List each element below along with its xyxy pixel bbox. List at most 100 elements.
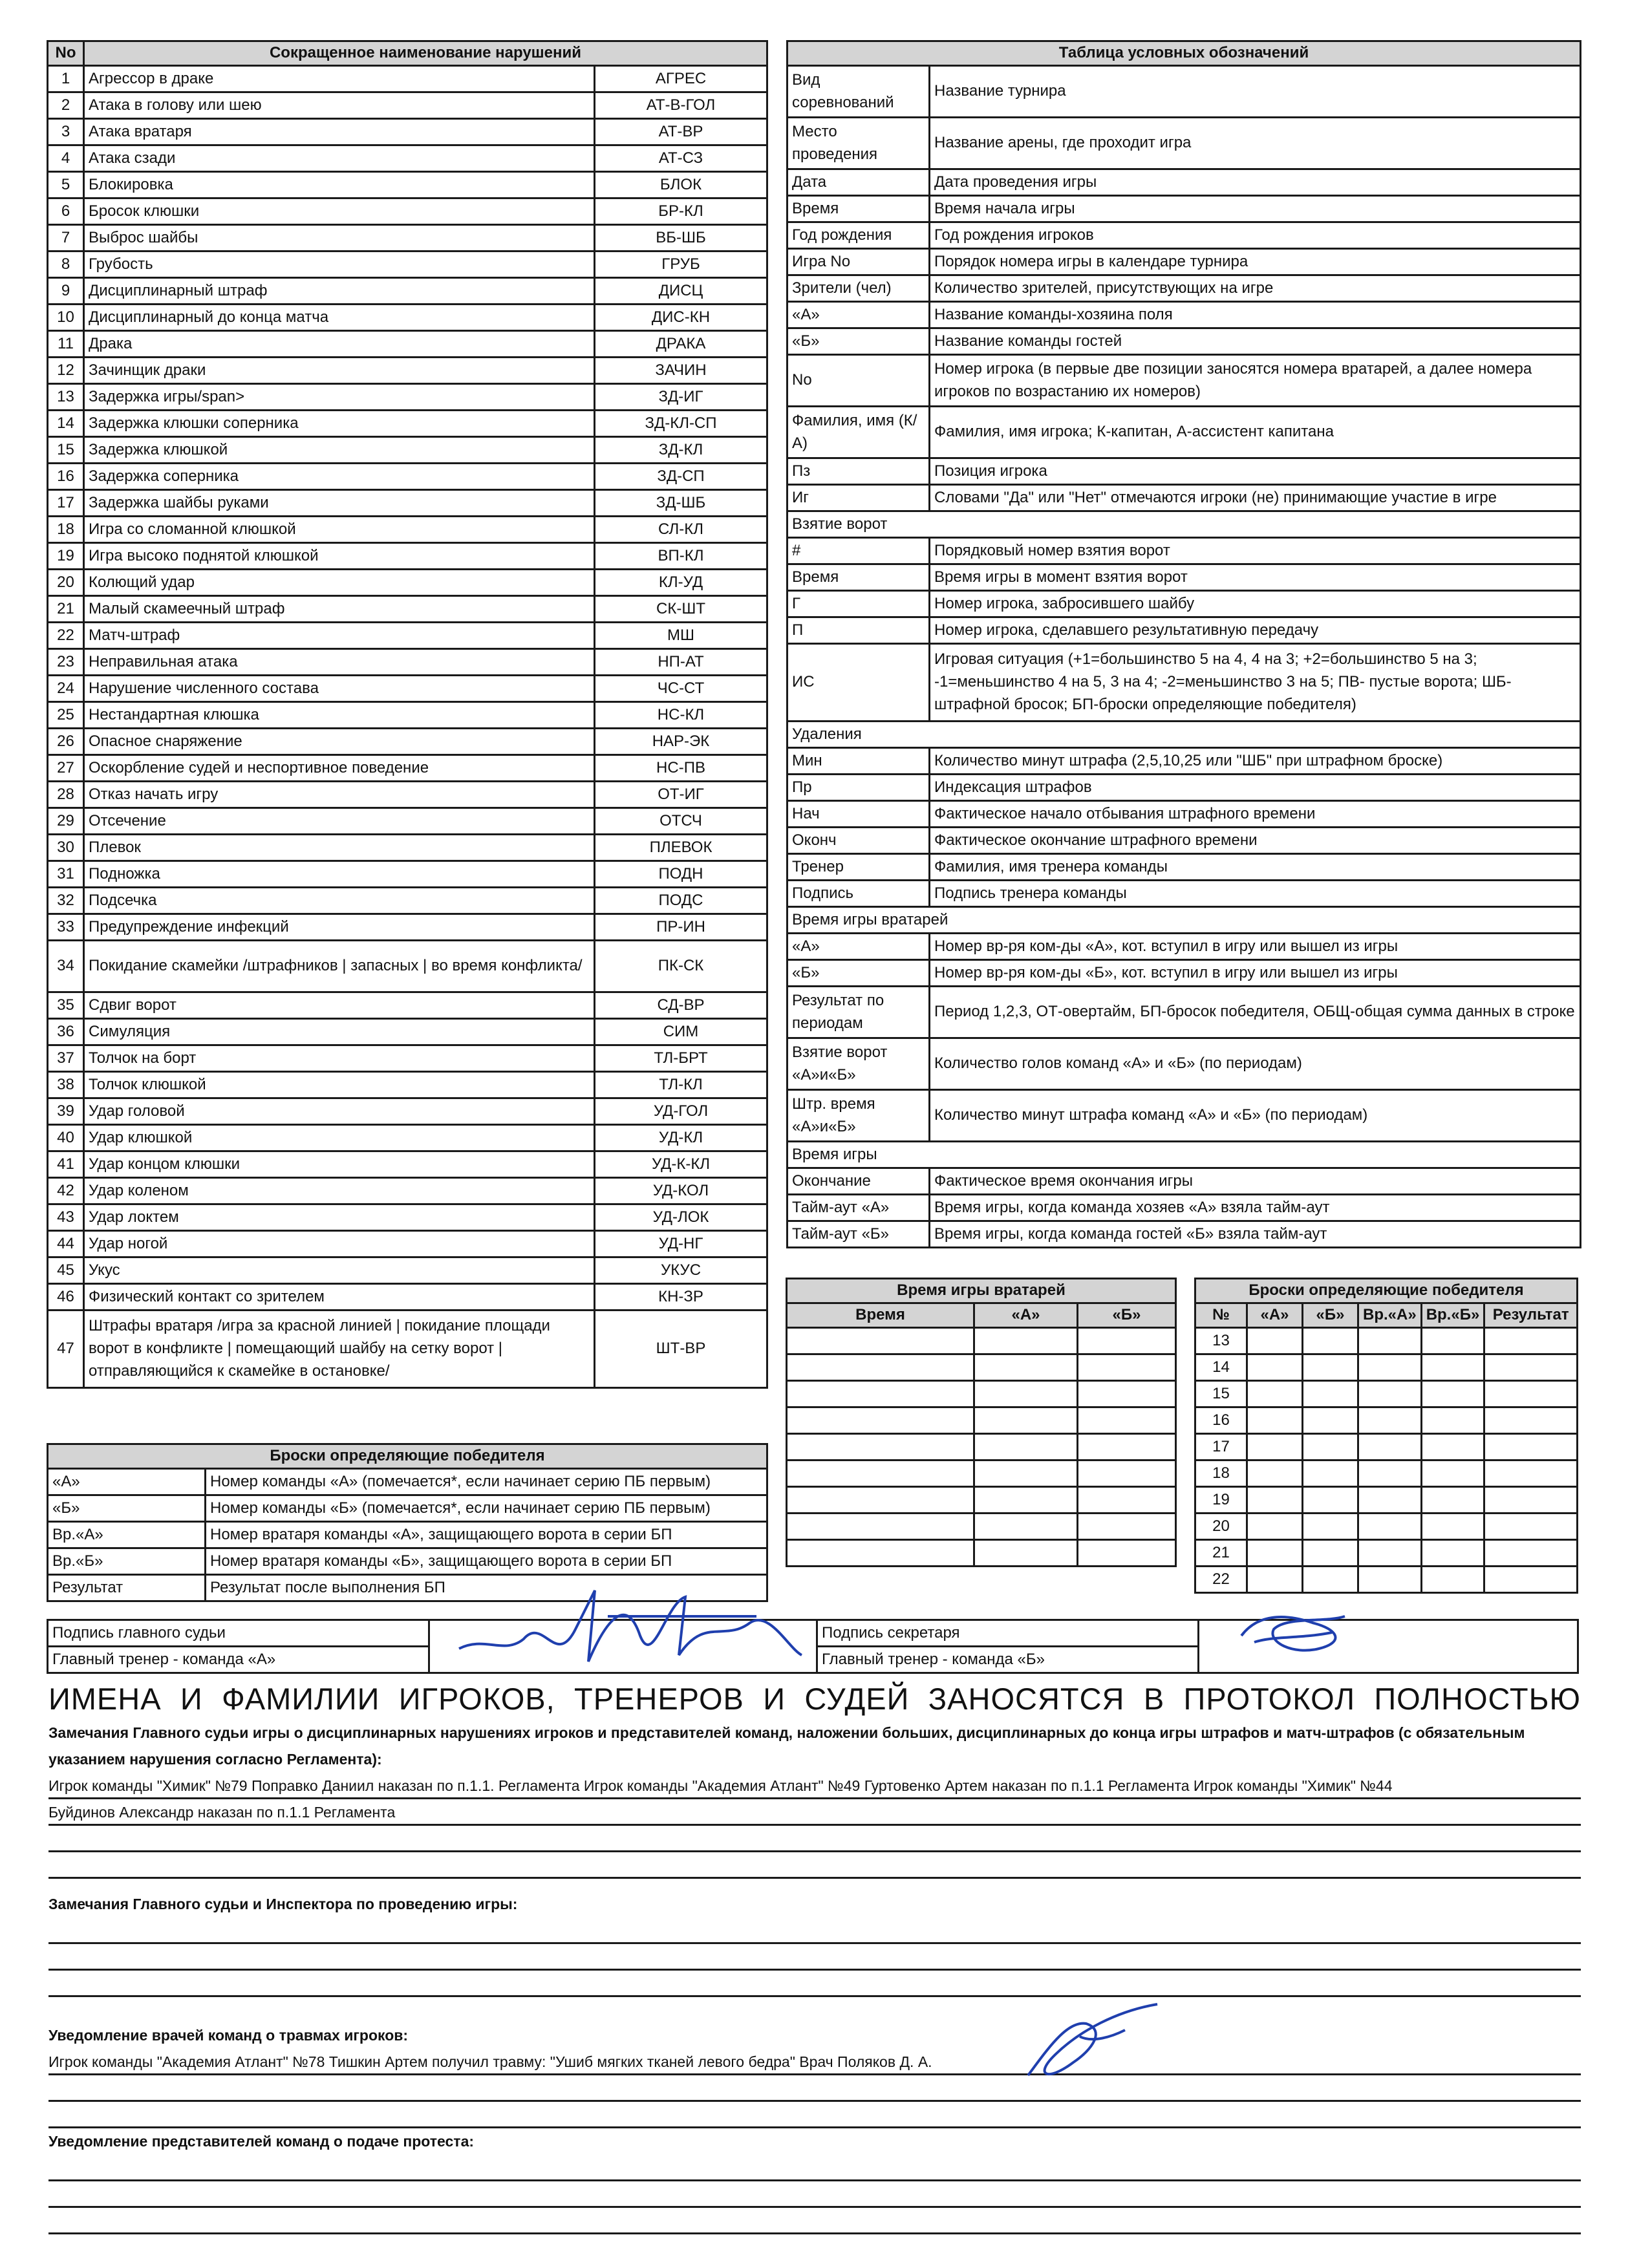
remark-line[interactable]: Игрок команды "Химик" №79 Поправко Дании…	[48, 1773, 1581, 1799]
shootout-cell[interactable]	[1246, 1539, 1303, 1567]
shootout-cell[interactable]	[1357, 1327, 1422, 1355]
shootout-cell[interactable]	[1420, 1512, 1486, 1541]
shootout-cell[interactable]	[1357, 1353, 1422, 1382]
shootout-cell[interactable]	[1483, 1459, 1578, 1488]
goalie-time-cell[interactable]	[786, 1486, 975, 1514]
shootout-legend-key: Вр.«Б»	[47, 1547, 206, 1576]
shootout-cell[interactable]	[1246, 1565, 1303, 1594]
remark-line[interactable]	[48, 1826, 1581, 1852]
shootout-cell[interactable]	[1483, 1539, 1578, 1567]
shootout-cell[interactable]	[1246, 1433, 1303, 1461]
shootout-cell[interactable]	[1483, 1327, 1578, 1355]
remark-line[interactable]	[48, 2075, 1581, 2102]
goalie-time-cell[interactable]	[786, 1406, 975, 1435]
shootout-cell[interactable]	[1357, 1512, 1422, 1541]
remark-line[interactable]	[48, 1918, 1581, 1944]
remark-line[interactable]	[48, 2208, 1581, 2234]
remark-line[interactable]	[48, 1944, 1581, 1971]
goalie-time-cell[interactable]	[973, 1512, 1078, 1541]
goalie-time-cell[interactable]	[1077, 1327, 1177, 1355]
goalie-time-cell[interactable]	[973, 1406, 1078, 1435]
goalie-time-cell[interactable]	[1077, 1539, 1177, 1567]
shootout-cell[interactable]	[1483, 1512, 1578, 1541]
secretary-signature[interactable]	[1197, 1619, 1579, 1674]
goalie-time-cell[interactable]	[786, 1539, 975, 1567]
shootout-cell[interactable]	[1302, 1512, 1359, 1541]
shootout-cell[interactable]	[1420, 1406, 1486, 1435]
shootout-cell[interactable]	[1357, 1380, 1422, 1408]
remark-line[interactable]: Игрок команды "Академия Атлант" №78 Тишк…	[48, 2049, 1581, 2075]
goalie-time-cell[interactable]	[786, 1353, 975, 1382]
shootout-cell[interactable]	[1357, 1433, 1422, 1461]
goalie-time-cell[interactable]	[1077, 1433, 1177, 1461]
violation-row: 6 Бросок клюшки БР-КЛ	[47, 197, 768, 226]
shootout-cell[interactable]	[1357, 1565, 1422, 1594]
remark-line[interactable]	[48, 1971, 1581, 1997]
shootout-cell[interactable]	[1357, 1406, 1422, 1435]
violation-number: 4	[47, 144, 85, 173]
goalie-time-cell[interactable]	[973, 1433, 1078, 1461]
shootout-cell[interactable]	[1483, 1486, 1578, 1514]
shootout-cell[interactable]	[1246, 1380, 1303, 1408]
shootout-cell[interactable]	[1246, 1406, 1303, 1435]
goalie-time-cell[interactable]	[1077, 1512, 1177, 1541]
goalie-time-cell[interactable]	[973, 1380, 1078, 1408]
goalie-time-cell[interactable]	[973, 1486, 1078, 1514]
shootout-cell[interactable]	[1302, 1380, 1359, 1408]
goalie-time-cell[interactable]	[786, 1433, 975, 1461]
violation-code: ЧС-СТ	[594, 674, 768, 703]
shootout-cell[interactable]	[1302, 1565, 1359, 1594]
goalie-time-cell[interactable]	[973, 1539, 1078, 1567]
shootout-cell[interactable]	[1302, 1433, 1359, 1461]
shootout-cell[interactable]	[1302, 1539, 1359, 1567]
goalie-time-cell[interactable]	[973, 1327, 1078, 1355]
shootout-cell[interactable]	[1302, 1327, 1359, 1355]
goalie-time-cell[interactable]	[786, 1327, 975, 1355]
goalie-time-cell[interactable]	[1077, 1486, 1177, 1514]
goalie-time-cell[interactable]	[973, 1353, 1078, 1382]
shootout-cell[interactable]	[1483, 1380, 1578, 1408]
shootout-cell[interactable]	[1302, 1406, 1359, 1435]
shootout-cell[interactable]	[1246, 1512, 1303, 1541]
legend-value: Индексация штрафов	[928, 773, 1581, 802]
remark-line[interactable]: Буйдинов Александр наказан по п.1.1 Регл…	[48, 1799, 1581, 1826]
shootout-cell[interactable]	[1483, 1433, 1578, 1461]
legend-row: Г Номер игрока, забросившего шайбу	[786, 590, 1581, 618]
shootout-cell[interactable]	[1420, 1539, 1486, 1567]
goalie-time-cell[interactable]	[786, 1459, 975, 1488]
shootout-cell[interactable]	[1420, 1565, 1486, 1594]
remark-line[interactable]	[48, 2155, 1581, 2181]
head-referee-signature[interactable]	[428, 1619, 818, 1674]
goalie-time-cell[interactable]	[973, 1459, 1078, 1488]
goalie-time-cell[interactable]	[1077, 1353, 1177, 1382]
heading-word: ПОЛНОСТЬЮ	[1374, 1682, 1581, 1716]
goalie-time-cell[interactable]	[1077, 1380, 1177, 1408]
shootout-cell[interactable]	[1357, 1486, 1422, 1514]
shootout-cell[interactable]	[1420, 1486, 1486, 1514]
shootout-cell[interactable]	[1302, 1486, 1359, 1514]
shootout-cell[interactable]	[1420, 1353, 1486, 1382]
shootout-cell[interactable]	[1302, 1353, 1359, 1382]
shootout-cell[interactable]	[1420, 1327, 1486, 1355]
goalie-time-cell[interactable]	[786, 1380, 975, 1408]
shootout-cell[interactable]	[1246, 1353, 1303, 1382]
shootout-cell[interactable]	[1483, 1353, 1578, 1382]
violation-row: 3 Атака вратаря АТ-ВР	[47, 118, 768, 146]
shootout-cell[interactable]	[1420, 1380, 1486, 1408]
remark-line[interactable]	[48, 1852, 1581, 1879]
remark-line[interactable]	[48, 2181, 1581, 2208]
goalie-time-cell[interactable]	[1077, 1406, 1177, 1435]
shootout-cell[interactable]	[1357, 1539, 1422, 1567]
shootout-cell[interactable]	[1302, 1459, 1359, 1488]
shootout-cell[interactable]	[1246, 1486, 1303, 1514]
shootout-cell[interactable]	[1246, 1327, 1303, 1355]
shootout-cell[interactable]	[1357, 1459, 1422, 1488]
goalie-time-cell[interactable]	[786, 1512, 975, 1541]
shootout-cell[interactable]	[1420, 1433, 1486, 1461]
shootout-cell[interactable]	[1420, 1459, 1486, 1488]
shootout-cell[interactable]	[1483, 1565, 1578, 1594]
shootout-cell[interactable]	[1483, 1406, 1578, 1435]
remark-line[interactable]	[48, 2102, 1581, 2128]
shootout-cell[interactable]	[1246, 1459, 1303, 1488]
goalie-time-cell[interactable]	[1077, 1459, 1177, 1488]
